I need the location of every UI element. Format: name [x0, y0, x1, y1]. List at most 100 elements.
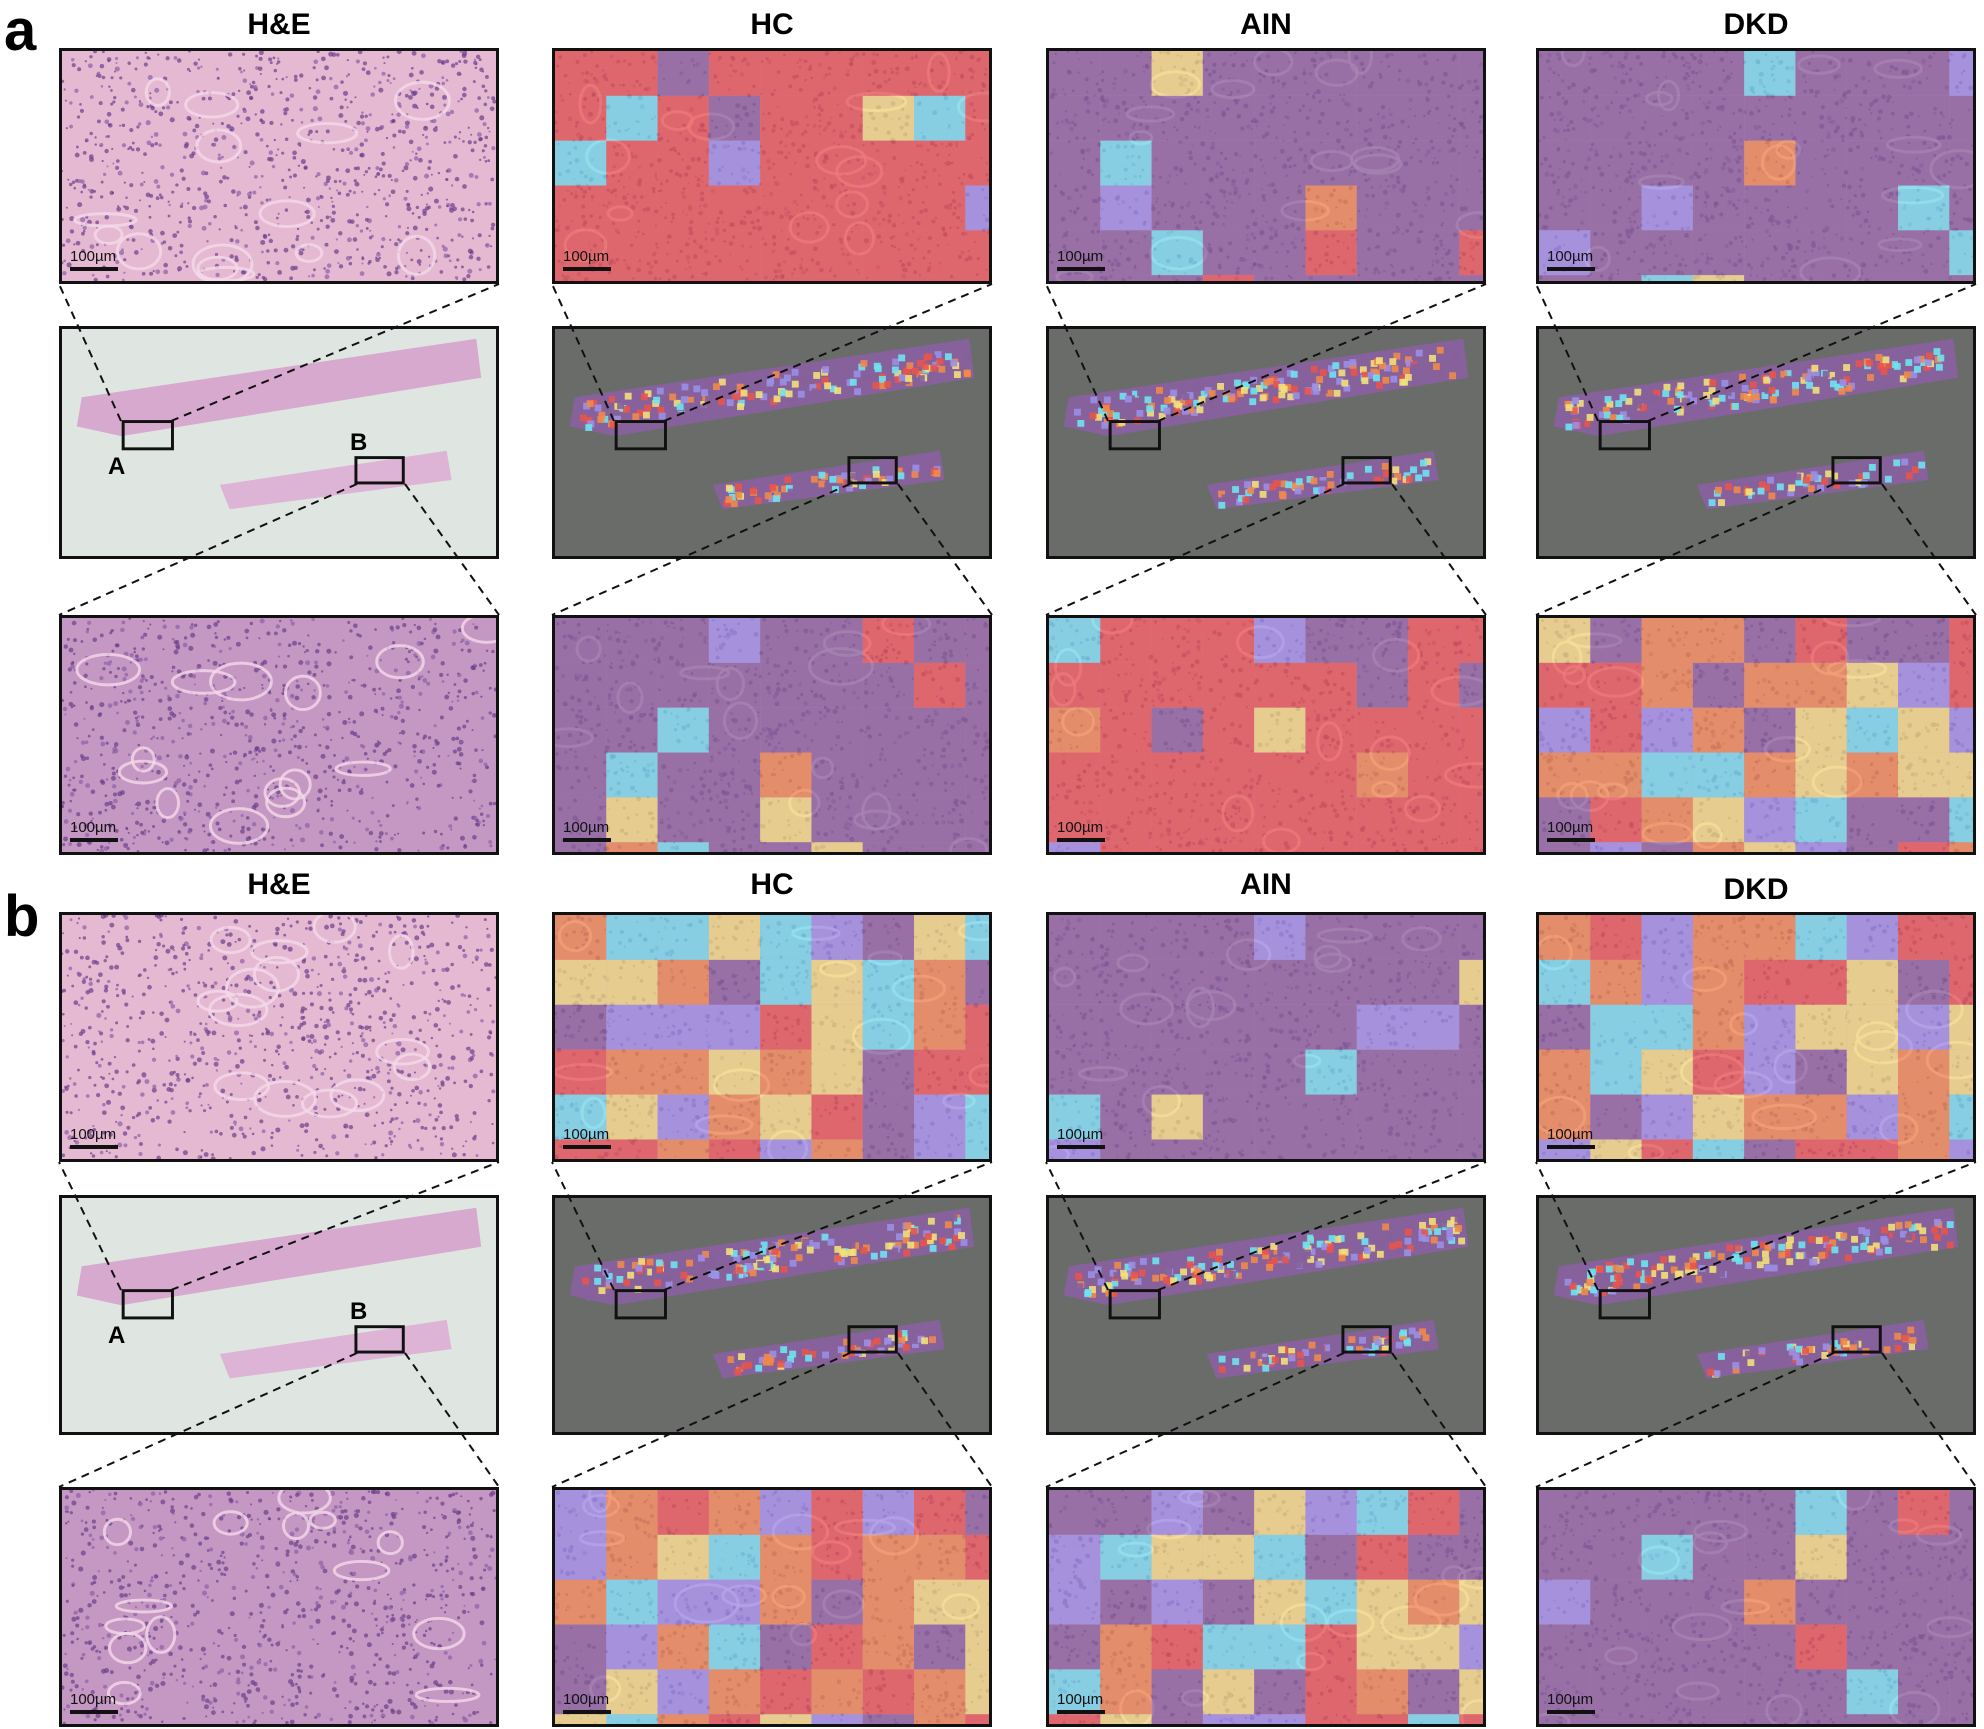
panel-image: [1049, 915, 1483, 1159]
panel-image: [1049, 329, 1483, 556]
col-title-hc-b: HC: [750, 868, 794, 901]
scale-bar-line: [563, 1145, 611, 1149]
scale-bar-label: 100µm: [563, 248, 610, 265]
scale-bar-label: 100µm: [1547, 1126, 1594, 1143]
region-label-a: A: [108, 453, 126, 480]
panel-b-detail-a-dkd: 100µm: [1536, 912, 1976, 1162]
scale-bar-label: 100µm: [1057, 248, 1104, 265]
col-title-hc-a: HC: [750, 8, 794, 41]
panel-image: [555, 1490, 989, 1724]
scale-bar-label: 100µm: [563, 819, 610, 836]
scale-bar-line: [1547, 267, 1595, 271]
col-title-dkd-a: DKD: [1723, 8, 1789, 41]
panel-b-overview-dkd: [1536, 1195, 1976, 1435]
scale-bar-label: 100µm: [563, 1691, 610, 1708]
panel-image: [555, 1198, 989, 1432]
col-title-he-a: H&E: [247, 8, 311, 41]
panel-image: [1539, 1198, 1973, 1432]
scale-bar-label: 100µm: [1547, 248, 1594, 265]
scale-bar-label: 100µm: [1057, 1691, 1104, 1708]
panel-b-detail-b-he: 100µm: [59, 1487, 499, 1727]
panel-a-detail-b-dkd: 100µm: [1536, 615, 1976, 855]
panel-label-a: a: [4, 0, 37, 63]
panel-a-detail-a-ain: 100µm: [1046, 48, 1486, 284]
panel-image: [555, 329, 989, 556]
panel-a-overview-ain: [1046, 326, 1486, 559]
scale-bar-line: [563, 838, 611, 842]
scale-bar-label: 100µm: [70, 1126, 117, 1143]
scale-bar: 100µm: [1057, 1126, 1105, 1149]
scale-bar-line: [1547, 838, 1595, 842]
panel-image: [1049, 51, 1483, 281]
col-title-ain-a: AIN: [1240, 8, 1292, 41]
col-title-dkd-b: DKD: [1723, 873, 1789, 906]
panel-image: [1049, 618, 1483, 852]
panel-b-overview-hc: [552, 1195, 992, 1435]
scale-bar: 100µm: [70, 1126, 118, 1149]
scale-bar: 100µm: [1547, 1126, 1595, 1149]
scale-bar-line: [1057, 1145, 1105, 1149]
panel-a-overview-dkd: [1536, 326, 1976, 559]
panel-image: [555, 618, 989, 852]
panel-image: [555, 915, 989, 1159]
panel-image: [62, 329, 496, 556]
panel-a-detail-b-ain: 100µm: [1046, 615, 1486, 855]
panel-a-detail-a-dkd: 100µm: [1536, 48, 1976, 284]
scale-bar-line: [1547, 1710, 1595, 1714]
scale-bar-line: [1057, 1710, 1105, 1714]
panel-image: [62, 618, 496, 852]
panel-image: [62, 51, 496, 281]
scale-bar: 100µm: [1057, 819, 1105, 842]
scale-bar-line: [70, 267, 118, 271]
scale-bar-label: 100µm: [563, 1126, 610, 1143]
region-label-b: B: [350, 429, 368, 456]
panel-b-overview-ain: [1046, 1195, 1486, 1435]
scale-bar-line: [70, 838, 118, 842]
scale-bar: 100µm: [563, 1691, 611, 1714]
scale-bar: 100µm: [1057, 248, 1105, 271]
panel-label-b: b: [4, 884, 40, 949]
scale-bar: 100µm: [1057, 1691, 1105, 1714]
scale-bar: 100µm: [70, 819, 118, 842]
panel-image: [62, 1198, 496, 1432]
col-title-ain-b: AIN: [1240, 868, 1292, 901]
scale-bar: 100µm: [563, 819, 611, 842]
region-label-a: A: [108, 1322, 126, 1349]
scale-bar-label: 100µm: [1057, 1126, 1104, 1143]
panel-image: [1049, 1490, 1483, 1724]
panel-image: [62, 1490, 496, 1724]
panel-image: [1049, 1198, 1483, 1432]
scale-bar: 100µm: [1547, 1691, 1595, 1714]
panel-b-detail-a-ain: 100µm: [1046, 912, 1486, 1162]
scale-bar-line: [70, 1710, 118, 1714]
panel-a-detail-a-he: 100µm: [59, 48, 499, 284]
scale-bar: 100µm: [70, 248, 118, 271]
panel-image: [555, 51, 989, 281]
panel-image: [1539, 329, 1973, 556]
panel-b-detail-a-hc: 100µm: [552, 912, 992, 1162]
panel-b-detail-b-hc: 100µm: [552, 1487, 992, 1727]
panel-a-detail-b-hc: 100µm: [552, 615, 992, 855]
scale-bar: 100µm: [1547, 248, 1595, 271]
scale-bar-label: 100µm: [70, 1691, 117, 1708]
col-title-he-b: H&E: [247, 868, 311, 901]
panel-a-detail-a-hc: 100µm: [552, 48, 992, 284]
region-label-b: B: [350, 1298, 368, 1325]
panel-a-detail-b-he: 100µm: [59, 615, 499, 855]
scale-bar-label: 100µm: [1057, 819, 1104, 836]
panel-b-detail-b-ain: 100µm: [1046, 1487, 1486, 1727]
panel-b-detail-b-dkd: 100µm: [1536, 1487, 1976, 1727]
scale-bar-line: [1547, 1145, 1595, 1149]
scale-bar-line: [1057, 838, 1105, 842]
scale-bar: 100µm: [70, 1691, 118, 1714]
panel-image: [1539, 618, 1973, 852]
panel-a-overview-hc: [552, 326, 992, 559]
scale-bar-line: [563, 267, 611, 271]
scale-bar: 100µm: [563, 248, 611, 271]
panel-image: [1539, 51, 1973, 281]
panel-image: [62, 915, 496, 1159]
scale-bar: 100µm: [1547, 819, 1595, 842]
scale-bar-label: 100µm: [1547, 1691, 1594, 1708]
